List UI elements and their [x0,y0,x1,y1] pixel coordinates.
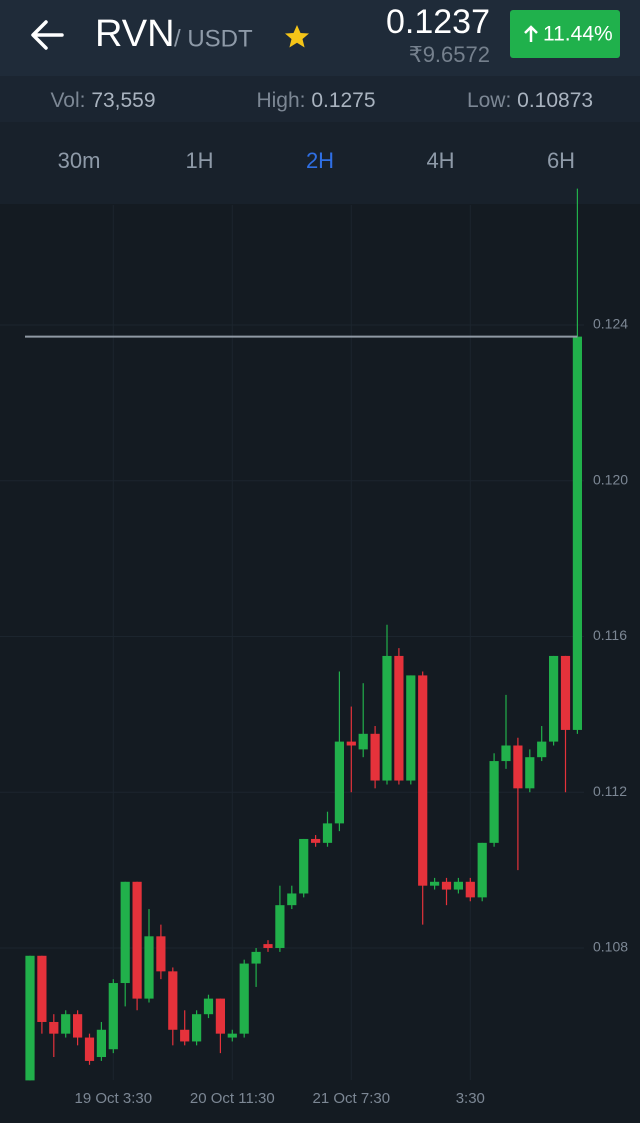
timeframe-tab[interactable]: 6H [547,148,575,173]
last-price: 0.1237 [386,3,490,41]
x-tick-label: 3:30 [456,1090,485,1107]
tabs-bg [0,122,640,204]
y-tick-label: 0.108 [593,939,628,955]
candle-body [49,1021,59,1034]
y-tick-label: 0.116 [593,627,627,643]
candle-body [358,733,368,750]
candle-body [37,955,47,1022]
stat-value: 73,559 [91,89,155,112]
chart-bg [0,204,640,1118]
candle-body [132,881,142,999]
candle-body [406,675,416,781]
candle-body [227,1033,237,1038]
candle-body [501,745,511,762]
candle-body [477,842,487,898]
timeframe-tab[interactable]: 1H [185,148,213,173]
back-button[interactable] [31,20,64,50]
candle-body [453,881,463,890]
candle-body [84,1037,95,1061]
stat: Vol: 73,559 [50,89,155,112]
candle-body [465,881,475,898]
candle-body [73,1014,83,1038]
quote-symbol: / USDT [174,25,253,52]
x-tick-label: 21 Oct 7:30 [313,1090,391,1107]
stat-label: High: [256,89,305,112]
stats-bg [0,76,640,122]
timeframe-tab[interactable]: 2H [306,148,334,173]
candle-body [180,1029,190,1042]
candle-body [215,998,225,1034]
candle-body [418,675,428,886]
candle-body [96,1029,106,1058]
y-tick-label: 0.120 [593,471,628,487]
candle-body [156,936,166,972]
timeframe-tab[interactable]: 4H [426,148,454,173]
candle-body [322,823,333,843]
x-tick-label: 20 Oct 11:30 [190,1090,275,1107]
candle-body [560,655,571,730]
candle-body [346,741,356,746]
x-tick-label: 19 Oct 3:30 [75,1090,153,1107]
candle-body [370,733,380,781]
stat: Low: 0.10873 [467,89,593,112]
back-arrow [31,20,64,50]
candle-body [287,893,297,906]
change-percent: 11.44% [543,23,613,46]
stat-value: 0.1275 [311,89,375,112]
candle-body [25,955,35,1081]
candle-body [394,655,404,781]
candle-body [203,998,214,1015]
change-badge [510,10,620,58]
candle-body [513,745,523,789]
timeframe-tab[interactable]: 30m [58,148,101,173]
candle-body [120,881,130,984]
candle-body [299,838,309,894]
candle-body [263,944,273,948]
price-inr: ₹9.6572 [409,42,490,67]
candle-body [430,881,440,886]
candle-body [334,741,344,824]
candle-body [549,655,559,742]
stat-value: 0.10873 [517,89,593,112]
candle-body [489,761,499,843]
candle-body [239,963,249,1034]
stat: High: 0.1275 [256,89,375,112]
candle-body [572,336,582,730]
candle-body [251,951,261,964]
candle-body [311,838,321,843]
candle-body [537,741,547,758]
candle-body [382,655,392,781]
candle-body [61,1014,71,1034]
candle-body [144,936,154,999]
candle-body [525,757,535,789]
stat-label: Low: [467,89,511,112]
up-arrow [524,25,538,42]
candle-body [192,1014,202,1042]
base-symbol: RVN [95,13,175,55]
favorite-star[interactable] [285,25,309,48]
candle-body [108,983,118,1050]
y-tick-label: 0.112 [593,783,627,799]
stat-label: Vol: [50,89,85,112]
candle-body [275,905,285,948]
candle-body [441,881,452,890]
y-tick-label: 0.124 [593,316,628,332]
candle-body [168,971,178,1030]
